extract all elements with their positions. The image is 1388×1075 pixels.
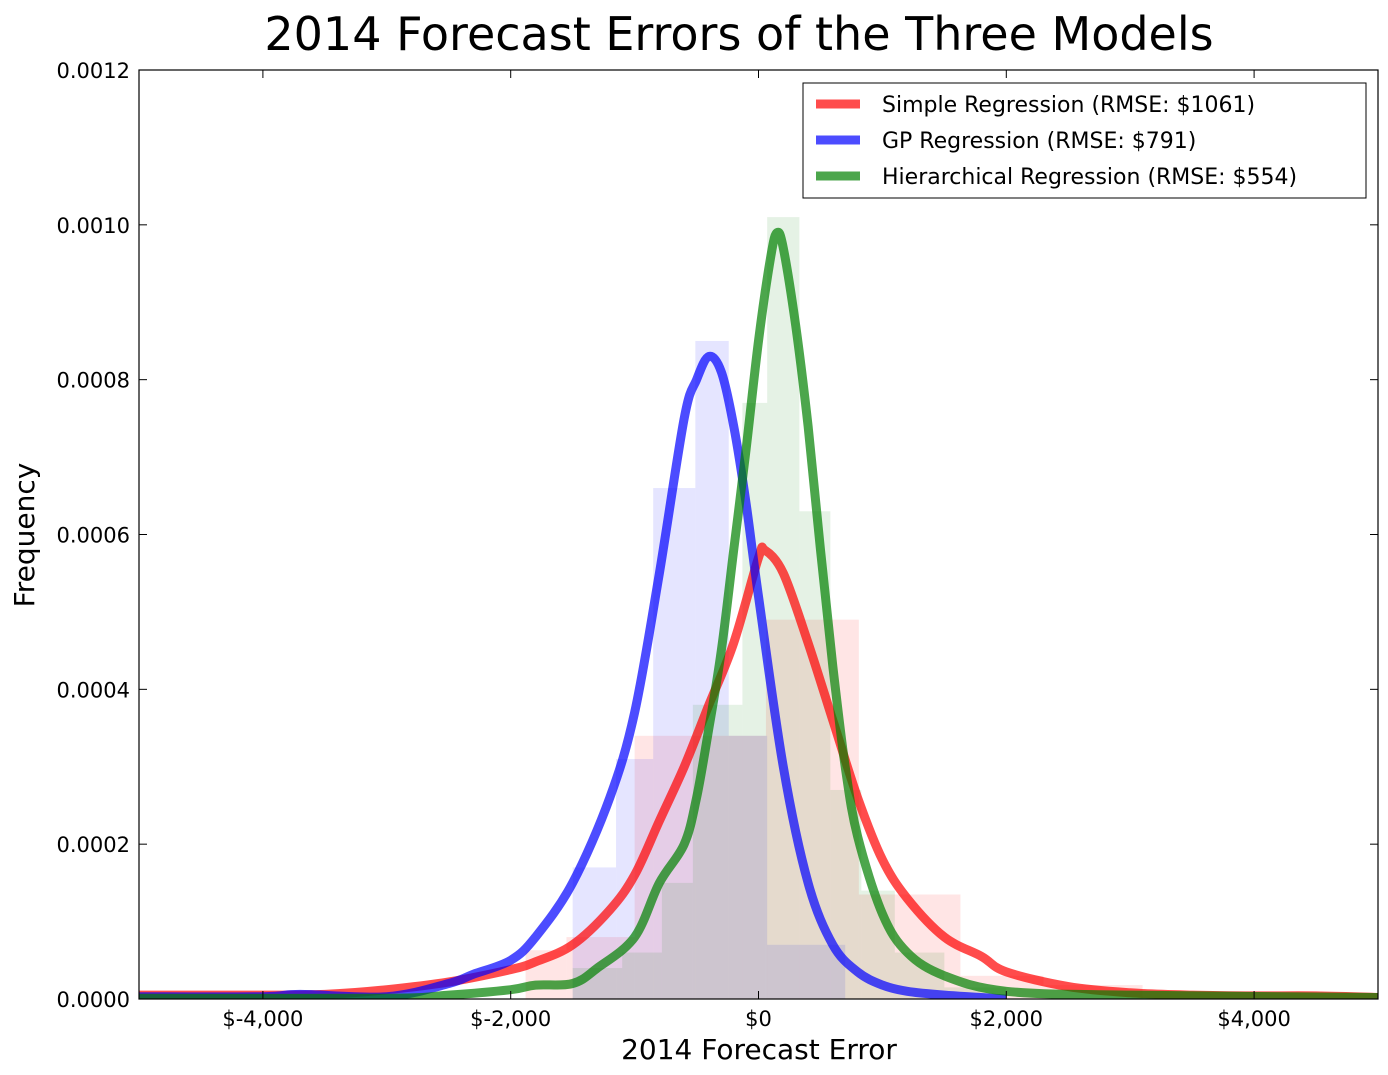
y-tick-label: 0.0006 (57, 524, 130, 548)
legend-label-series-1: Simple Regression (RMSE: $1061) (882, 93, 1255, 118)
histogram-bar-series-3 (622, 952, 662, 999)
y-axis-label: Frequency (8, 463, 41, 608)
density-layer (139, 227, 1378, 999)
density-line-series-2 (139, 351, 1007, 999)
x-tick-label: $4,000 (1217, 1007, 1290, 1031)
x-tick-label: $2,000 (970, 1007, 1043, 1031)
legend-box (802, 82, 1367, 199)
histogram-bar-series-2 (728, 735, 768, 999)
histogram-bar-series-3 (661, 882, 693, 999)
plot-frame (138, 69, 1379, 1000)
histogram-bar-series-1 (765, 619, 859, 999)
y-tick-label: 0.0010 (57, 214, 130, 238)
y-tick-label: 0.0002 (57, 833, 130, 857)
legend-label-series-3: Hierarchical Regression (RMSE: $554) (882, 165, 1297, 190)
legend: Simple Regression (RMSE: $1061) GP Regres… (802, 82, 1367, 199)
density-line-series-3 (139, 227, 1378, 999)
plot-area: $-4,000 $-2,000 $0 $2,000 $4,000 0.0000 0.0002… (57, 59, 1379, 1031)
plot-background (139, 70, 1378, 999)
x-axis-label: 2014 Forecast Error (621, 1033, 897, 1066)
density-line-series-1 (139, 542, 1378, 999)
legend-label-series-2: GP Regression (RMSE: $791) (882, 129, 1196, 154)
y-tick-label: 0.0000 (57, 988, 130, 1012)
histogram-bar-series-2 (767, 944, 846, 999)
y-tick-label: 0.0004 (57, 678, 130, 702)
x-tick-label: $0 (745, 1007, 772, 1031)
histogram-bar-series-3 (692, 704, 743, 999)
y-tick-label: 0.0012 (57, 59, 130, 83)
histogram-bar-series-1 (692, 735, 766, 999)
x-tick-label: $-2,000 (470, 1007, 551, 1031)
y-tick-label: 0.0008 (57, 369, 130, 393)
chart-title: 2014 Forecast Errors of the Three Models (264, 7, 1213, 61)
x-tick-label: $-4,000 (222, 1007, 303, 1031)
